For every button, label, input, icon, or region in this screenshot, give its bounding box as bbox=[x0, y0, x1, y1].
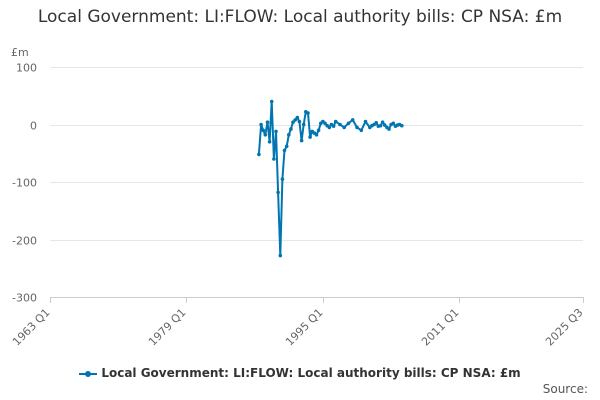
source-label: Source: bbox=[542, 382, 588, 396]
data-point bbox=[363, 119, 368, 124]
data-point bbox=[301, 122, 306, 127]
data-point bbox=[346, 121, 351, 126]
data-point bbox=[282, 148, 287, 153]
data-point bbox=[323, 121, 327, 126]
y-tick-label: 0 bbox=[30, 120, 37, 133]
data-point bbox=[350, 118, 355, 122]
data-point bbox=[378, 123, 383, 128]
legend[interactable]: Local Government: LI:FLOW: Local authori… bbox=[0, 366, 600, 380]
legend-swatch bbox=[79, 369, 98, 379]
data-point bbox=[316, 128, 321, 133]
data-point bbox=[306, 111, 310, 115]
data-point bbox=[276, 190, 280, 195]
data-point bbox=[359, 128, 364, 133]
grid-lines bbox=[50, 67, 583, 241]
y-tick-label: -300 bbox=[12, 292, 37, 305]
y-tick-label: -100 bbox=[12, 177, 37, 190]
x-tick-label: 2011 Q1 bbox=[419, 306, 462, 349]
data-point bbox=[391, 121, 396, 126]
data-point bbox=[287, 133, 291, 137]
data-point bbox=[267, 140, 272, 144]
data-point bbox=[259, 122, 263, 127]
data-point bbox=[327, 125, 332, 130]
data-point bbox=[382, 123, 387, 127]
data-point bbox=[374, 121, 379, 125]
chart-title-text: Local Government: LI:FLOW: Local authori… bbox=[37, 7, 563, 27]
legend-label: Local Government: LI:FLOW: Local authori… bbox=[101, 366, 521, 380]
x-tick-label: 1995 Q1 bbox=[283, 306, 326, 349]
data-point bbox=[257, 152, 261, 157]
chart-title: Local Government: LI:FLOW: Local authori… bbox=[0, 6, 600, 28]
data-point bbox=[295, 115, 300, 120]
data-point bbox=[387, 127, 391, 131]
x-axis-ticks bbox=[50, 297, 584, 303]
data-point bbox=[278, 253, 283, 258]
y-tick-label: -200 bbox=[12, 235, 37, 248]
data-point bbox=[269, 99, 274, 104]
x-axis-tick-labels: 1963 Q1 1979 Q1 1995 Q1 2011 Q1 2025 Q3 bbox=[10, 306, 586, 349]
data-point bbox=[331, 124, 336, 128]
data-point bbox=[297, 119, 302, 124]
data-point bbox=[272, 157, 276, 161]
data-point bbox=[338, 122, 342, 127]
x-tick-label: 2025 Q3 bbox=[543, 306, 586, 349]
data-point bbox=[355, 125, 359, 130]
data-point bbox=[314, 133, 319, 137]
data-point bbox=[333, 119, 338, 124]
y-tick-label: 100 bbox=[16, 62, 37, 75]
data-point bbox=[263, 133, 268, 137]
data-point bbox=[284, 144, 289, 149]
data-point bbox=[293, 118, 298, 122]
data-point bbox=[261, 128, 266, 133]
x-tick-label: 1963 Q1 bbox=[10, 306, 53, 349]
x-tick-label: 1979 Q1 bbox=[146, 306, 189, 349]
y-axis-unit-label: £m bbox=[11, 46, 29, 59]
data-point bbox=[265, 120, 270, 124]
data-point bbox=[400, 123, 404, 128]
data-point bbox=[280, 177, 285, 181]
data-point bbox=[380, 120, 385, 124]
data-point bbox=[274, 129, 278, 134]
data-point bbox=[342, 125, 347, 130]
series-layer bbox=[257, 99, 404, 258]
data-point bbox=[299, 138, 304, 143]
data-point bbox=[308, 135, 312, 139]
data-point bbox=[291, 120, 295, 124]
y-axis-tick-labels: 100 0 -100 -200 -300 bbox=[12, 62, 37, 305]
data-point bbox=[289, 127, 293, 131]
